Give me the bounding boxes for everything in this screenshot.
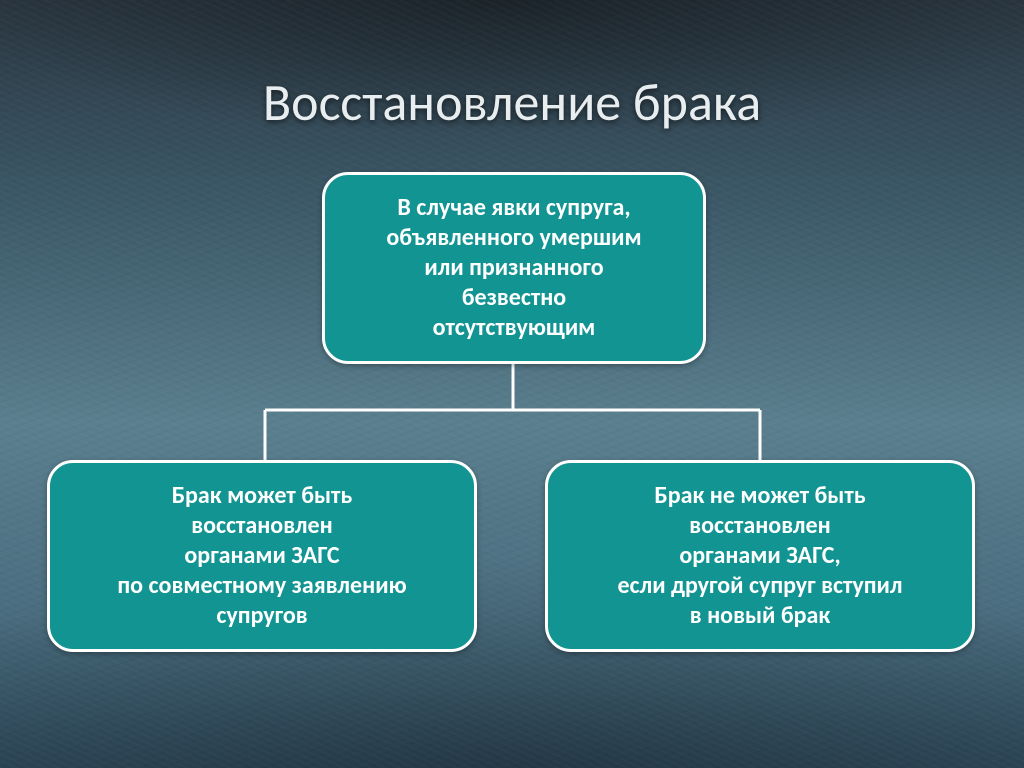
node-label: Брак не может бытьвосстановленорганами З… [617, 481, 902, 631]
tree-node-left: Брак может бытьвосстановленорганами ЗАГС… [47, 460, 477, 652]
tree-node-right: Брак не может бытьвосстановленорганами З… [545, 460, 975, 652]
node-label: В случае явки супруга,объявленного умерш… [386, 193, 641, 343]
slide-title: Восстановление брака [0, 70, 1024, 134]
tree-node-root: В случае явки супруга,объявленного умерш… [322, 172, 706, 364]
node-label: Брак может бытьвосстановленорганами ЗАГС… [117, 481, 406, 631]
